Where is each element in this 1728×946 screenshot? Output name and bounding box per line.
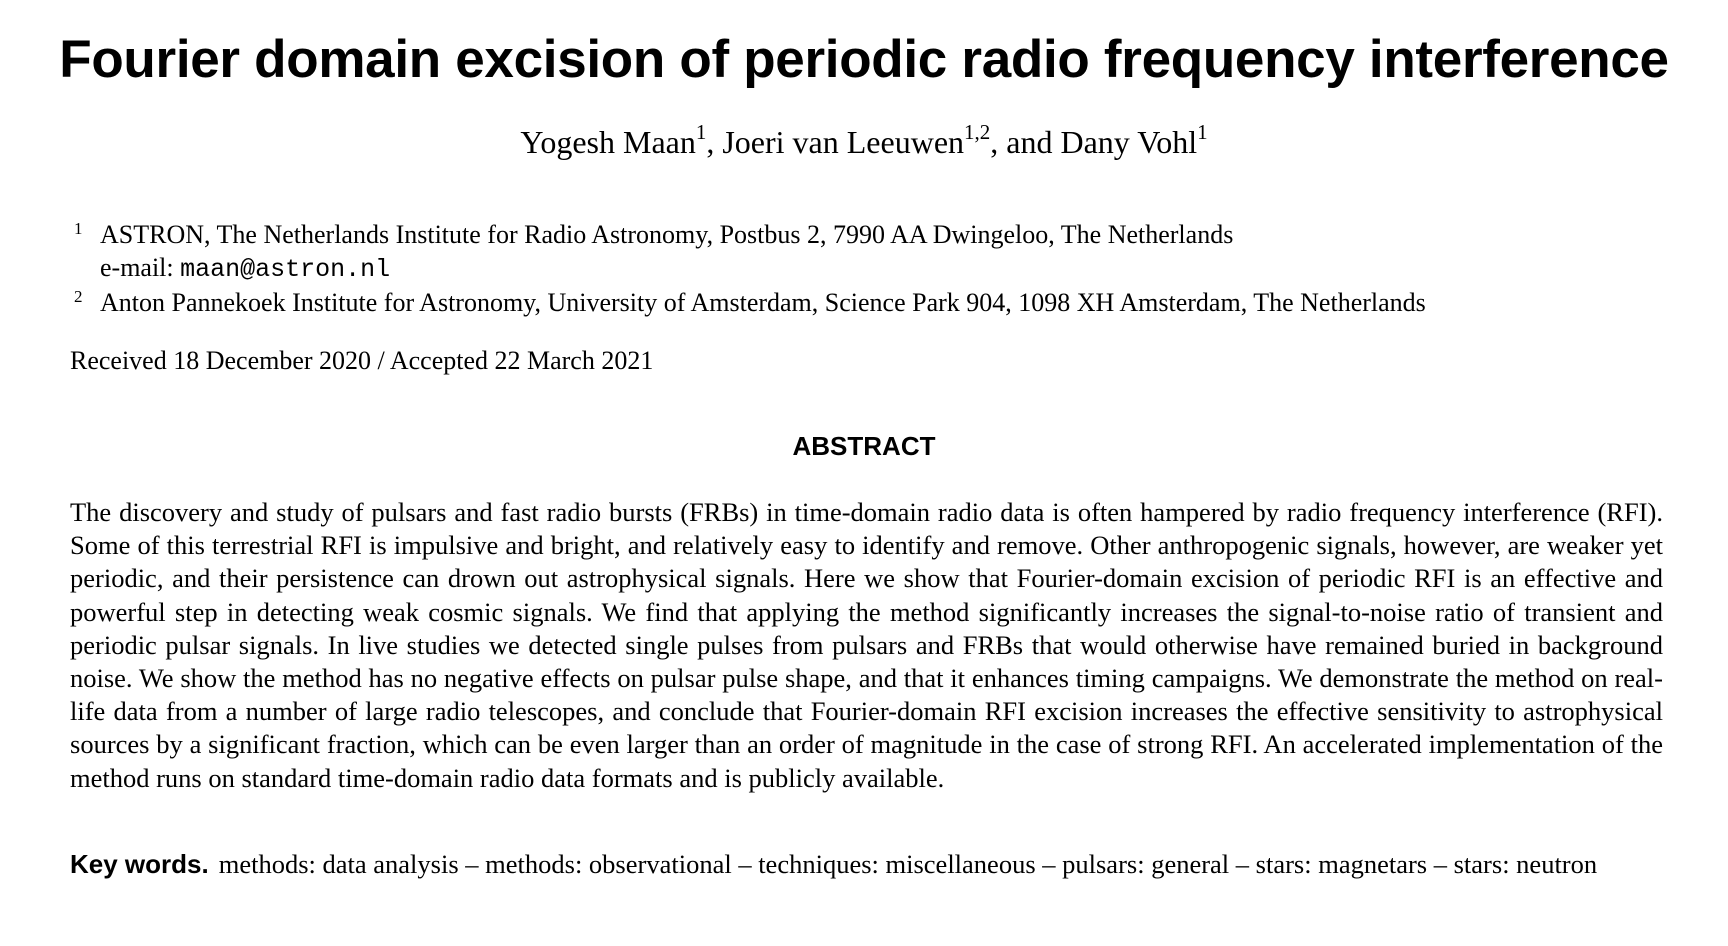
author-affiliation-mark: 1,2: [964, 120, 991, 145]
affiliation-email-line: e-mail: maan@astron.nl: [70, 251, 1670, 286]
received-accepted-dates: Received 18 December 2020 / Accepted 22 …: [70, 346, 654, 375]
affiliation-mark: 2: [74, 287, 83, 306]
author-list: Yogesh Maan1, Joeri van Leeuwen1,2, and …: [0, 122, 1728, 162]
email-address[interactable]: maan@astron.nl: [180, 255, 391, 284]
author-name: Dany Vohl: [1060, 124, 1198, 160]
abstract-heading: ABSTRACT: [792, 431, 936, 461]
keywords-text: methods: data analysis – methods: observ…: [218, 849, 1598, 879]
email-prefix: e-mail:: [100, 253, 181, 282]
author-separator: , and: [990, 124, 1061, 160]
author-separator: ,: [706, 124, 723, 160]
author-affiliation-mark: 1: [695, 120, 707, 145]
affiliation-list: 1 ASTRON, The Netherlands Institute for …: [70, 218, 1670, 319]
keywords: Key words. methods: data analysis – metho…: [70, 848, 1663, 881]
author-name: Yogesh Maan: [520, 124, 696, 160]
affiliation-text: ASTRON, The Netherlands Institute for Ra…: [100, 220, 1234, 249]
abstract-text: The discovery and study of pulsars and f…: [70, 497, 1663, 793]
author-name: Joeri van Leeuwen: [722, 124, 965, 160]
affiliation-item: 1 ASTRON, The Netherlands Institute for …: [70, 218, 1670, 251]
paper-title: Fourier domain excision of periodic radi…: [59, 30, 1669, 89]
affiliation-mark: 1: [74, 219, 83, 238]
keywords-label: Key words.: [70, 849, 209, 879]
affiliation-item: 2 Anton Pannekoek Institute for Astronom…: [70, 286, 1670, 319]
author-affiliation-mark: 1: [1197, 120, 1208, 145]
affiliation-text: Anton Pannekoek Institute for Astronomy,…: [100, 288, 1426, 317]
